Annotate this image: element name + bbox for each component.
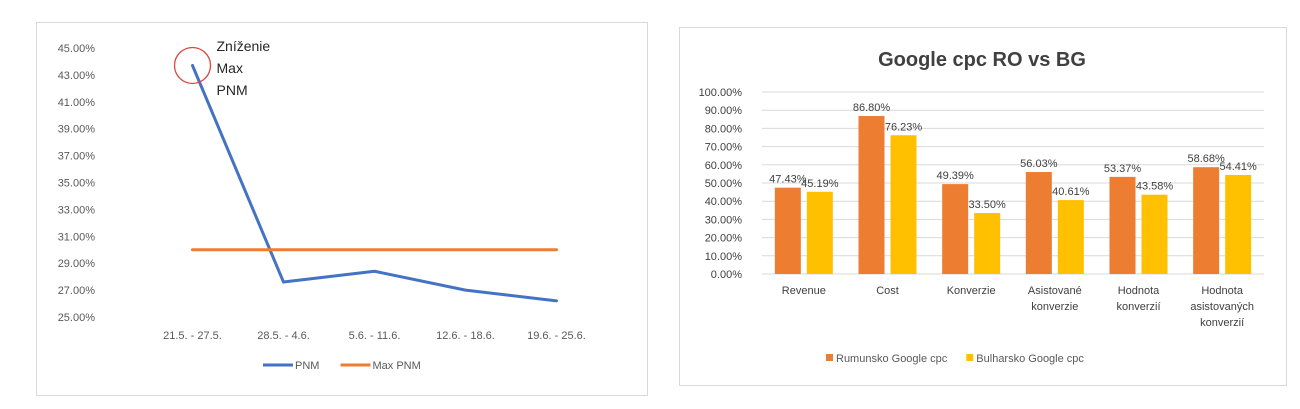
y-tick-label: 33.00% xyxy=(58,204,96,216)
bar-rumunsko-google-cpc xyxy=(858,116,885,274)
x-tick-label: Hodnota xyxy=(1201,285,1243,297)
x-tick-label: Konverzie xyxy=(947,285,996,297)
annotation-circle xyxy=(173,46,212,85)
data-label: 53.37% xyxy=(1104,163,1142,175)
series-line-pnm xyxy=(191,63,558,303)
bar-rumunsko-google-cpc xyxy=(1025,172,1052,274)
google-cpc-bar-chart-panel: Google cpc RO vs BG 0.00% 10.00% 20.00% 30.0… xyxy=(679,27,1287,386)
chart-title: Google cpc RO vs BG xyxy=(878,49,1086,71)
x-tick-label: Hodnota xyxy=(1118,285,1160,297)
y-tick-label: 39.00% xyxy=(58,124,96,136)
x-tick-label: 5.6. - 11.6. xyxy=(349,330,401,342)
y-tick-label: 50.00% xyxy=(705,178,743,190)
data-label: 33.50% xyxy=(969,199,1007,211)
legend-swatch xyxy=(826,354,833,361)
y-tick-label: 41.00% xyxy=(58,97,96,109)
y-tick-label: 25.00% xyxy=(58,312,96,324)
data-label: 54.41% xyxy=(1220,161,1258,173)
x-tick-label: 21.5. - 27.5. xyxy=(163,330,222,342)
bar-bulharsko-google-cpc xyxy=(1057,200,1084,274)
data-label: 43.58% xyxy=(1136,181,1174,193)
x-tick-label: konverzií xyxy=(1200,317,1244,329)
y-tick-label: 27.00% xyxy=(58,285,96,297)
legend-label: PNM xyxy=(295,360,319,372)
pnm-line-chart-panel: 45.00% 43.00% 41.00% 39.00% 37.00% 35.00% 33.0… xyxy=(36,22,648,396)
y-tick-label: 10.00% xyxy=(705,251,743,263)
x-tick-label: 28.5. - 4.6. xyxy=(257,330,310,342)
data-label: 58.68% xyxy=(1188,153,1226,165)
bar-rumunsko-google-cpc xyxy=(1193,167,1220,274)
bar-bulharsko-google-cpc xyxy=(806,191,833,274)
y-tick-label: 45.00% xyxy=(58,43,96,55)
data-label: 40.61% xyxy=(1052,186,1090,198)
bar-rumunsko-google-cpc xyxy=(774,187,801,274)
y-tick-label: 60.00% xyxy=(705,160,743,172)
y-tick-label: 29.00% xyxy=(58,258,96,270)
y-tick-label: 70.00% xyxy=(705,142,743,154)
data-label: 76.23% xyxy=(885,121,923,133)
x-tick-label: Revenue xyxy=(782,285,826,297)
pnm-line-chart: 45.00% 43.00% 41.00% 39.00% 37.00% 35.00% 33.0… xyxy=(58,38,586,372)
x-tick-label: asistovaných xyxy=(1190,301,1254,313)
annotation-text: PNM xyxy=(217,82,248,98)
y-tick-label: 20.00% xyxy=(705,233,743,245)
y-tick-label: 40.00% xyxy=(705,196,743,208)
y-tick-label: 30.00% xyxy=(705,214,743,226)
bar-bulharsko-google-cpc xyxy=(1225,174,1252,274)
y-tick-label: 37.00% xyxy=(58,151,96,163)
y-tick-label: 100.00% xyxy=(699,87,743,99)
x-tick-label: 19.6. - 25.6. xyxy=(527,330,586,342)
x-tick-label: konverzií xyxy=(1116,301,1160,313)
y-tick-label: 0.00% xyxy=(711,269,742,281)
legend-swatch xyxy=(966,354,974,361)
google-cpc-bar-chart: Google cpc RO vs BG 0.00% 10.00% 20.00% 30.0… xyxy=(699,49,1264,365)
bar-rumunsko-google-cpc xyxy=(1109,176,1136,274)
legend-label: Bulharsko Google cpc xyxy=(976,353,1084,365)
y-tick-label: 31.00% xyxy=(58,231,96,243)
bar-bulharsko-google-cpc xyxy=(974,213,1001,274)
x-tick-label: 12.6. - 18.6. xyxy=(436,330,495,342)
data-label: 45.19% xyxy=(801,178,839,190)
bar-bulharsko-google-cpc xyxy=(1141,194,1168,274)
data-label: 86.80% xyxy=(853,102,891,114)
y-tick-label: 35.00% xyxy=(58,178,96,190)
data-label: 49.39% xyxy=(937,170,975,182)
legend-label: Max PNM xyxy=(373,360,421,372)
legend-label: Rumunsko Google cpc xyxy=(836,353,948,365)
y-tick-label: 90.00% xyxy=(705,105,743,117)
x-tick-label: Asistované xyxy=(1028,285,1082,297)
y-tick-label: 80.00% xyxy=(705,123,743,135)
bar-rumunsko-google-cpc xyxy=(942,184,969,274)
data-label: 56.03% xyxy=(1020,158,1058,170)
x-tick-label: konverzie xyxy=(1031,301,1078,313)
annotation-text: Max xyxy=(217,60,243,76)
bar-bulharsko-google-cpc xyxy=(890,135,917,274)
y-tick-label: 43.00% xyxy=(58,70,96,82)
data-label: 47.43% xyxy=(769,174,807,186)
annotation-text: Zníženie xyxy=(217,38,271,54)
x-tick-label: Cost xyxy=(876,285,899,297)
